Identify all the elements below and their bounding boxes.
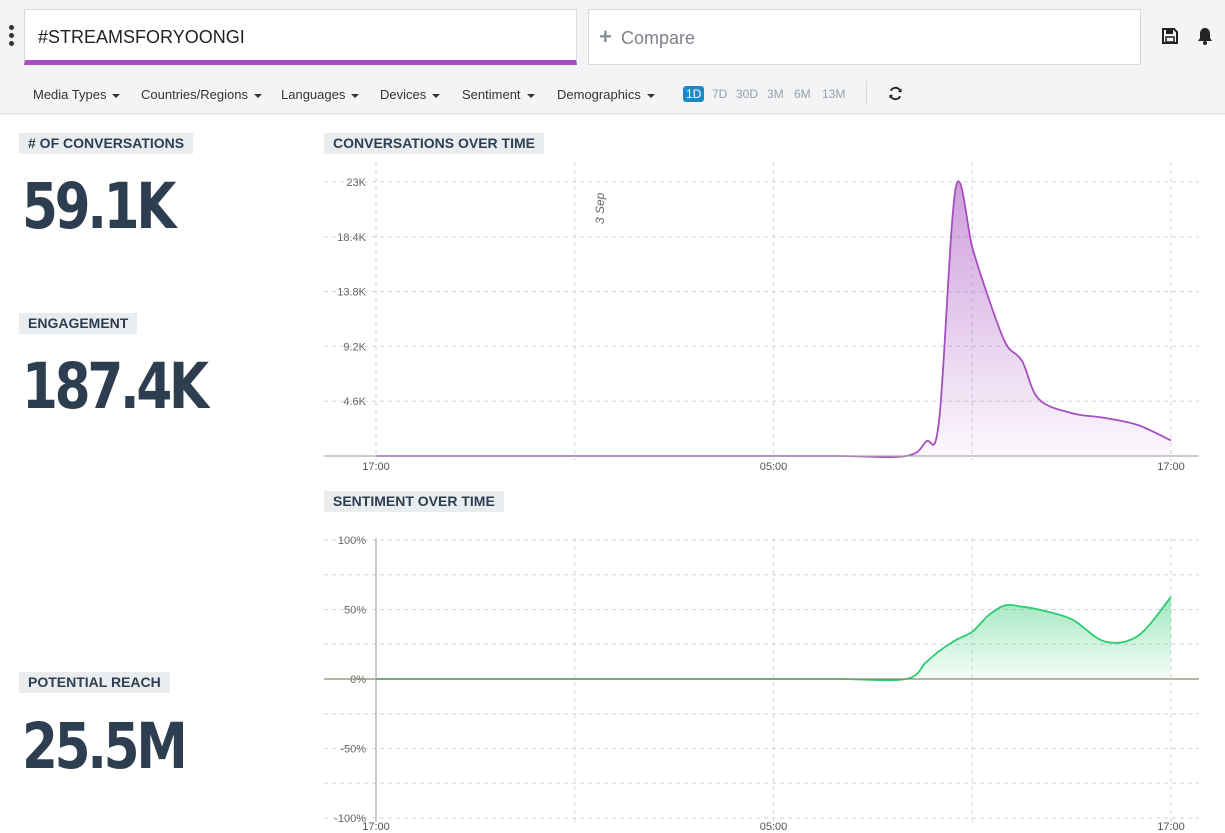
filter-bar: Media Types Countries/Regions Languages … <box>0 72 1225 114</box>
x-tick-label: 17:00 <box>362 821 390 833</box>
sentiment-chart-svg: 100%50%0%-50%-100%17:00 05:00 17:00 <box>324 535 1199 833</box>
series-area <box>376 181 1171 458</box>
range-7d[interactable]: 7D <box>712 87 728 101</box>
metric-label-engagement: ENGAGEMENT <box>19 313 138 334</box>
caret-down-icon <box>526 93 535 98</box>
caret-down-icon <box>351 93 360 98</box>
compare-field[interactable]: + Compare <box>588 9 1141 65</box>
range-13m[interactable]: 13M <box>822 87 846 101</box>
x-tick-label: 17:00 <box>362 461 390 473</box>
range-1d[interactable]: 1D <box>683 86 705 102</box>
divider <box>866 81 867 105</box>
save-icon[interactable] <box>1161 27 1179 45</box>
search-query-field[interactable]: #STREAMSFORYOONGI <box>24 9 577 65</box>
y-tick-label: 0% <box>350 674 366 686</box>
y-tick-label: 18.4K <box>337 232 366 244</box>
y-tick-label: 4.6K <box>343 396 366 408</box>
compare-label: Compare <box>621 28 696 48</box>
filter-label: Media Types <box>33 87 107 102</box>
y-tick-label: 9.2K <box>343 341 366 353</box>
y-tick-label: 50% <box>344 605 366 617</box>
range-30d[interactable]: 30D <box>736 87 759 101</box>
y-tick-label: 100% <box>338 535 366 547</box>
caret-down-icon <box>112 93 121 98</box>
chart-title-sentiment: SENTIMENT OVER TIME <box>324 491 504 512</box>
y-tick-label: 13.8K <box>337 287 366 299</box>
filter-sentiment[interactable]: Sentiment <box>462 87 535 102</box>
conversations-chart-svg: 4.6K 9.2K 13.8K 18.4K 23K 17:00 05:00 17:00 3 Se… <box>324 162 1199 473</box>
metric-value-engagement: 187.4K <box>22 350 209 423</box>
dashboard-main: # OF CONVERSATIONS 59.1K ENGAGEMENT 187.… <box>0 115 1225 833</box>
conversations-chart: 4.6K 9.2K 13.8K 18.4K 23K 17:00 05:00 17:00 3 Se… <box>324 162 1204 487</box>
bell-icon[interactable] <box>1196 27 1214 45</box>
series-area <box>376 597 1171 681</box>
y-tick-label: -50% <box>340 744 366 756</box>
metric-value-conversations: 59.1K <box>22 170 176 243</box>
filter-label: Demographics <box>557 87 641 102</box>
filter-countries-regions[interactable]: Countries/Regions <box>141 87 262 102</box>
top-bar: #STREAMSFORYOONGI + Compare <box>0 0 1225 72</box>
y-tick-label: 23K <box>346 177 366 189</box>
filter-label: Languages <box>281 87 346 102</box>
x-tick-label: 17:00 <box>1157 821 1185 833</box>
filter-languages[interactable]: Languages <box>281 87 360 102</box>
x-tick-label: 05:00 <box>760 821 788 833</box>
filter-media-types[interactable]: Media Types <box>33 87 121 102</box>
metric-value-reach: 25.5M <box>22 710 188 783</box>
filter-label: Devices <box>380 87 427 102</box>
more-options-icon[interactable] <box>6 25 16 49</box>
x-tick-label: 17:00 <box>1157 461 1185 473</box>
metric-label-reach: POTENTIAL REACH <box>19 672 170 693</box>
caret-down-icon <box>432 93 441 98</box>
chart-title-conversations: CONVERSATIONS OVER TIME <box>324 133 544 154</box>
metric-label-conversations: # OF CONVERSATIONS <box>19 133 194 154</box>
sentiment-chart: 100% 50% 0% -50% -100% 17:00 05:00 17:00 <box>324 520 1204 833</box>
filter-devices[interactable]: Devices <box>380 87 441 102</box>
range-3m[interactable]: 3M <box>767 87 784 101</box>
y-tick-label: -100% <box>334 813 366 825</box>
filter-label: Countries/Regions <box>141 87 248 102</box>
filter-label: Sentiment <box>462 87 521 102</box>
plus-icon: + <box>599 24 612 49</box>
refresh-icon[interactable] <box>888 86 903 101</box>
search-query-text: #STREAMSFORYOONGI <box>38 27 245 47</box>
date-annotation: 3 Sep <box>593 192 607 224</box>
caret-down-icon <box>646 93 655 98</box>
x-tick-label: 05:00 <box>760 461 788 473</box>
filter-demographics[interactable]: Demographics <box>557 87 655 102</box>
caret-down-icon <box>253 93 262 98</box>
range-6m[interactable]: 6M <box>794 87 811 101</box>
